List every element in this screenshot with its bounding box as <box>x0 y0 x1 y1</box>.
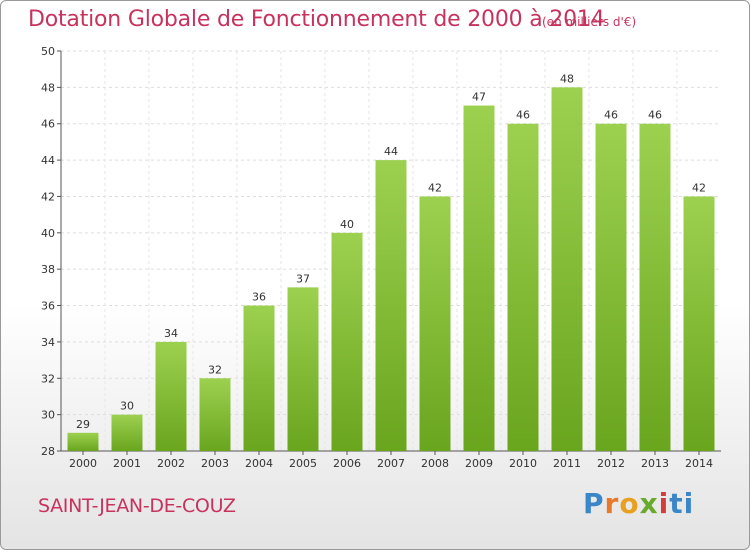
x-tick-label-2002: 2002 <box>157 457 185 470</box>
value-label-2001: 30 <box>120 400 134 413</box>
y-tick-label-38: 38 <box>41 263 55 276</box>
logo-letter-2: r <box>604 487 620 520</box>
chart-title: Dotation Globale de Fonctionnement de 20… <box>28 7 605 32</box>
bar-2004 <box>243 305 275 451</box>
y-tick-label-50: 50 <box>41 45 55 58</box>
logo-letter-6: ti <box>669 487 695 520</box>
bar-2013 <box>639 123 671 452</box>
bar-2000 <box>67 432 99 451</box>
x-tick-label-2003: 2003 <box>201 457 229 470</box>
y-tick-label-44: 44 <box>41 154 55 167</box>
bar-2008 <box>419 196 451 451</box>
value-label-2012: 46 <box>604 109 618 122</box>
bar-2006 <box>331 232 363 451</box>
bar-2002 <box>155 341 187 451</box>
value-label-2000: 29 <box>76 418 90 431</box>
y-tick-label-32: 32 <box>41 372 55 385</box>
bar-2014 <box>683 196 715 451</box>
bar-2009 <box>463 105 495 451</box>
bar-2011 <box>551 87 583 451</box>
bar-2007 <box>375 160 407 451</box>
chart-subtitle: (en milliers d'€) <box>542 15 637 29</box>
value-label-2006: 40 <box>340 218 354 231</box>
bar-2010 <box>507 123 539 452</box>
x-tick-label-2009: 2009 <box>465 457 493 470</box>
x-tick-label-2013: 2013 <box>641 457 669 470</box>
y-tick-label-42: 42 <box>41 190 55 203</box>
value-label-2007: 44 <box>384 145 398 158</box>
logo-letter-4: x <box>639 487 659 520</box>
bar-2005 <box>287 287 319 451</box>
x-tick-label-2010: 2010 <box>509 457 537 470</box>
value-label-2014: 42 <box>692 181 706 194</box>
labels: 28 30 32 34 36 38 40 42 44 46 48 50 29 2000 30 2001 34 20… <box>41 45 713 470</box>
commune-name: SAINT-JEAN-DE-COUZ <box>38 495 236 517</box>
logo-letter-5: i <box>658 487 670 520</box>
proxiti-logo: Proxiti <box>583 487 694 520</box>
x-tick-label-2007: 2007 <box>377 457 405 470</box>
y-tick-label-40: 40 <box>41 227 55 240</box>
value-label-2004: 36 <box>252 291 266 304</box>
x-tick-label-2008: 2008 <box>421 457 449 470</box>
value-label-2013: 46 <box>648 109 662 122</box>
value-label-2011: 48 <box>560 72 574 85</box>
value-label-2005: 37 <box>296 272 310 285</box>
y-tick-label-28: 28 <box>41 445 55 458</box>
y-tick-label-48: 48 <box>41 81 55 94</box>
value-label-2009: 47 <box>472 91 486 104</box>
value-label-2002: 34 <box>164 327 178 340</box>
logo-letter-3: o <box>619 487 640 520</box>
bar-2001 <box>111 414 143 451</box>
x-tick-label-2004: 2004 <box>245 457 273 470</box>
x-tick-label-2000: 2000 <box>69 457 97 470</box>
bars <box>67 87 715 452</box>
y-tick-label-36: 36 <box>41 300 55 313</box>
bar-2012 <box>595 123 627 452</box>
value-label-2008: 42 <box>428 181 442 194</box>
x-tick-label-2006: 2006 <box>333 457 361 470</box>
x-tick-label-2011: 2011 <box>553 457 581 470</box>
y-tick-label-46: 46 <box>41 118 55 131</box>
value-label-2003: 32 <box>208 363 222 376</box>
y-tick-label-34: 34 <box>41 336 55 349</box>
y-tick-label-30: 30 <box>41 409 55 422</box>
logo-letter-1: P <box>583 487 605 520</box>
x-tick-label-2005: 2005 <box>289 457 317 470</box>
bar-2003 <box>199 378 231 451</box>
value-label-2010: 46 <box>516 109 530 122</box>
x-tick-label-2014: 2014 <box>685 457 713 470</box>
x-tick-label-2001: 2001 <box>113 457 141 470</box>
x-tick-label-2012: 2012 <box>597 457 625 470</box>
